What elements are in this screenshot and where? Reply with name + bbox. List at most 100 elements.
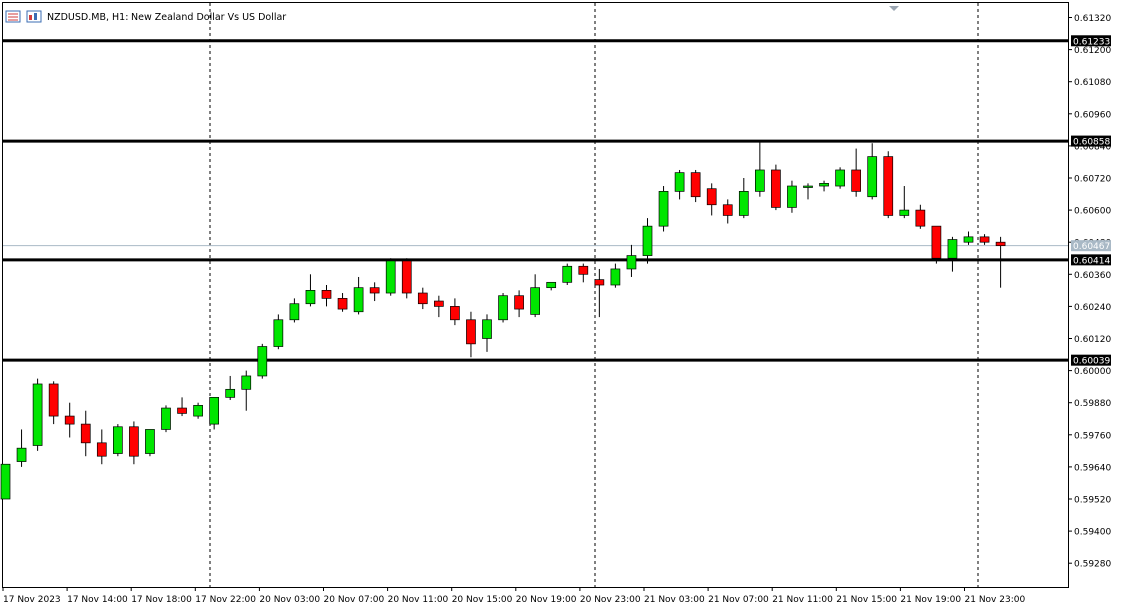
bull-candle-body	[482, 319, 492, 339]
candle	[450, 298, 460, 326]
bull-candle-body	[787, 185, 797, 208]
candle	[819, 180, 829, 192]
candle	[369, 282, 380, 302]
bear-candle-body	[690, 172, 701, 198]
candle	[771, 164, 781, 211]
bull-candle-body	[835, 169, 845, 187]
bear-candle-body	[48, 383, 59, 417]
bid-price-tag-bg	[1071, 240, 1111, 252]
candle	[0, 463, 11, 500]
candle	[626, 244, 637, 277]
bull-candle-body	[546, 281, 557, 289]
candle	[209, 397, 219, 430]
level-price-tag-bg	[1071, 35, 1111, 47]
bull-candle-body	[241, 375, 252, 390]
bull-candle-body	[209, 397, 219, 425]
candle	[867, 143, 878, 200]
candle	[16, 429, 27, 467]
scroll-marker-icon[interactable]	[889, 6, 899, 11]
candle	[353, 276, 364, 315]
x-tick-label: 21 Nov 11:00	[772, 595, 833, 605]
bull-candle-body	[161, 407, 171, 430]
bear-candle-body	[706, 188, 717, 206]
y-tick-label: 0.59880	[1074, 399, 1111, 409]
y-tick-label: 0.61080	[1074, 78, 1111, 88]
chart-header: NZDUSD.MB, H1: New Zealand Dollar Vs US …	[5, 10, 286, 23]
candle	[787, 180, 797, 213]
chart-window-icon[interactable]	[26, 10, 42, 23]
bull-candle-body	[257, 346, 268, 377]
candle	[722, 199, 733, 224]
bull-candle-body	[819, 183, 829, 187]
chart-list-icon[interactable]	[5, 10, 21, 23]
bull-candle-body	[754, 169, 765, 192]
bull-candle-body	[610, 268, 621, 286]
candle	[417, 287, 428, 310]
bear-candle-body	[594, 279, 605, 286]
x-tick-label: 21 Nov 03:00	[644, 595, 705, 605]
candle	[995, 236, 1006, 288]
x-tick-label: 21 Nov 07:00	[708, 595, 769, 605]
bull-candle-body	[867, 156, 878, 198]
candle	[658, 186, 669, 232]
bull-candle-body	[963, 236, 974, 243]
bid-price-tag: 0.60467	[1073, 242, 1110, 252]
candle	[129, 421, 139, 465]
bull-candle-body	[225, 388, 236, 398]
y-tick-label: 0.59400	[1074, 528, 1111, 538]
bull-candle-body	[273, 319, 284, 347]
candle	[578, 263, 589, 283]
bear-candle-body	[96, 442, 107, 457]
x-tick-label: 21 Nov 23:00	[965, 595, 1026, 605]
candle	[642, 218, 653, 264]
candle	[562, 263, 573, 285]
candle	[337, 293, 348, 312]
candle	[835, 167, 845, 189]
candle	[706, 183, 717, 216]
bear-candle-body	[851, 169, 862, 192]
candle	[321, 285, 332, 307]
x-tick-label: 21 Nov 15:00	[836, 595, 897, 605]
candle	[674, 169, 685, 200]
bear-candle-body	[995, 241, 1006, 247]
candle	[80, 410, 91, 457]
candle	[754, 140, 765, 197]
bull-candle-body	[738, 191, 749, 216]
candle	[899, 186, 910, 219]
bear-candle-body	[578, 265, 589, 275]
candle	[257, 343, 268, 379]
x-tick-label: 20 Nov 23:00	[580, 595, 641, 605]
bear-candle-body	[722, 204, 733, 216]
bear-candle-body	[80, 423, 91, 444]
bull-candle-body	[947, 239, 958, 259]
bull-candle-body	[193, 405, 203, 417]
bull-candle-body	[353, 287, 364, 313]
x-tick-label: 20 Nov 11:00	[388, 595, 449, 605]
bull-candle-body	[385, 260, 396, 294]
level-price-tag: 0.61233	[1073, 37, 1110, 47]
bear-candle-body	[883, 156, 894, 216]
candle	[32, 378, 43, 451]
bear-candle-body	[514, 295, 524, 310]
bull-candle-body	[626, 255, 637, 270]
x-tick-label: 20 Nov 15:00	[452, 595, 513, 605]
candle	[498, 293, 508, 323]
y-tick-label: 0.59640	[1074, 463, 1111, 473]
bear-candle-body	[64, 415, 75, 425]
x-tick-label: 17 Nov 2023	[3, 595, 61, 605]
bull-candle-body	[145, 429, 155, 454]
level-price-tag-bg	[1071, 254, 1111, 266]
bear-candle-body	[129, 426, 139, 457]
candle	[145, 429, 155, 457]
x-tick-label: 17 Nov 18:00	[131, 595, 192, 605]
bull-candle-body	[530, 287, 541, 315]
candles	[0, 140, 1006, 500]
candle	[931, 225, 942, 264]
day-separators	[209, 3, 979, 587]
horizontal-levels	[3, 39, 1068, 362]
candle	[738, 178, 749, 219]
bear-candle-body	[931, 225, 942, 259]
x-tick-label: 17 Nov 22:00	[195, 595, 256, 605]
x-tick-label: 20 Nov 19:00	[516, 595, 577, 605]
